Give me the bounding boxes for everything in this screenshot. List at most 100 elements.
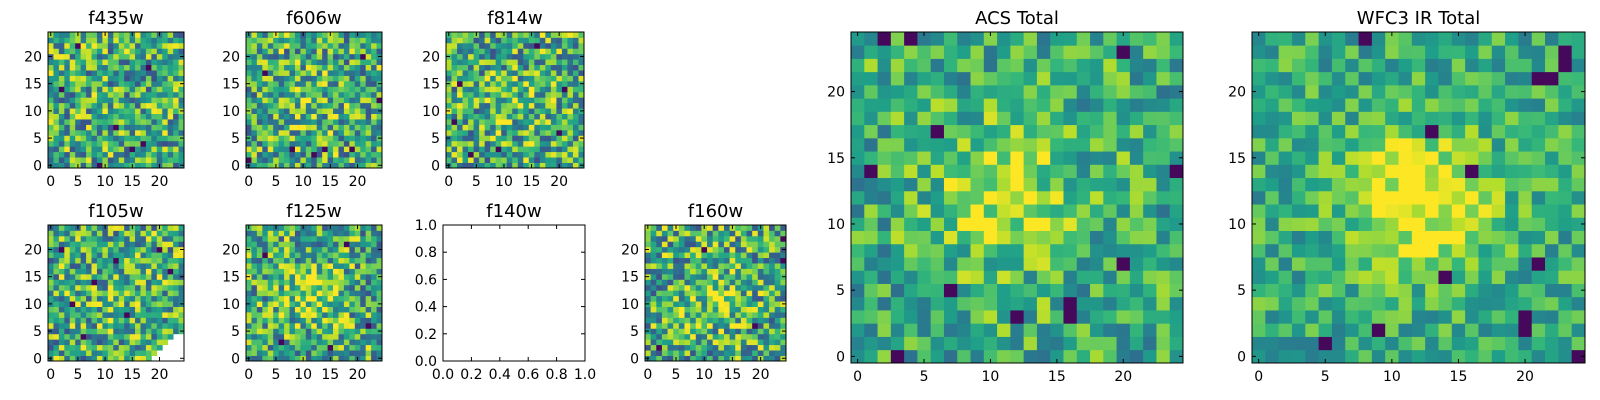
- heatmap-cell: [135, 124, 141, 131]
- heatmap-cell: [311, 140, 318, 147]
- heatmap-cell: [360, 273, 367, 280]
- heatmap-cell: [572, 64, 579, 71]
- heatmap-cell: [96, 257, 103, 264]
- heatmap-cell: [343, 273, 350, 280]
- heatmap-cell: [349, 301, 356, 307]
- heatmap-cell: [48, 97, 54, 104]
- heatmap-cell: [75, 91, 82, 98]
- heatmap-cell: [278, 64, 285, 71]
- heatmap-cell: [371, 32, 377, 38]
- heatmap-cell: [251, 295, 258, 302]
- heatmap-cell: [91, 284, 98, 291]
- heatmap-cell: [1116, 283, 1131, 298]
- heatmap-cell: [311, 48, 318, 55]
- heatmap-cell: [718, 344, 725, 351]
- heatmap-cell: [64, 70, 71, 76]
- heatmap-cell: [1103, 84, 1117, 99]
- heatmap-cell: [1143, 58, 1157, 73]
- heatmap-cell: [523, 146, 530, 153]
- heatmap-cell: [102, 246, 109, 253]
- heatmap-cell: [284, 273, 290, 280]
- heatmap-cell: [178, 129, 185, 136]
- heatmap-cell: [1010, 177, 1025, 192]
- heatmap-cell: [1278, 217, 1293, 231]
- heatmap-cell: [774, 317, 781, 324]
- heatmap-cell: [113, 135, 120, 142]
- heatmap-cell: [256, 295, 263, 302]
- heatmap-cell: [338, 124, 345, 131]
- heatmap-cell: [1090, 217, 1104, 231]
- heatmap-cell: [528, 124, 535, 131]
- heatmap-cell: [349, 140, 356, 147]
- heatmap-cell: [294, 284, 301, 291]
- heatmap-cell: [561, 37, 568, 44]
- heatmap-cell: [251, 284, 258, 291]
- heatmap-cell: [333, 151, 339, 158]
- heatmap-cell: [173, 268, 179, 275]
- heatmap-cell: [1531, 257, 1546, 271]
- heatmap-cell: [262, 64, 269, 71]
- heatmap-cell: [1305, 323, 1319, 337]
- heatmap-cell: [58, 70, 65, 76]
- heatmap-cell: [251, 273, 258, 280]
- heatmap-cell: [251, 75, 258, 82]
- heatmap-cell: [545, 80, 552, 87]
- heatmap-cell: [333, 53, 339, 60]
- heatmap-cell: [468, 151, 474, 158]
- heatmap-cell: [1318, 243, 1333, 258]
- heatmap-cell: [102, 119, 109, 125]
- heatmap-cell: [735, 252, 742, 259]
- heatmap-cell: [124, 241, 130, 248]
- heatmap-cell: [151, 70, 158, 76]
- heatmap-cell: [707, 284, 714, 291]
- heatmap-cell: [305, 257, 312, 264]
- heatmap-cell: [1076, 71, 1091, 86]
- heatmap-cell: [96, 279, 103, 286]
- heatmap-cell: [561, 108, 568, 114]
- heatmap-cell: [1169, 151, 1184, 165]
- heatmap-cell: [267, 328, 274, 335]
- heatmap-cell: [769, 246, 776, 253]
- heatmap-cell: [661, 284, 668, 291]
- heatmap-cell: [48, 91, 54, 98]
- heatmap-cell: [462, 91, 469, 98]
- heatmap-cell: [86, 284, 92, 291]
- heatmap-cell: [246, 344, 252, 351]
- heatmap-cell: [80, 344, 87, 351]
- heatmap-cell: [1050, 270, 1064, 284]
- heatmap-cell: [1278, 296, 1293, 311]
- heatmap-cell: [1116, 32, 1131, 46]
- heatmap-cell: [1331, 336, 1346, 351]
- heatmap-cell: [338, 312, 345, 318]
- heatmap-cell: [294, 355, 301, 362]
- axes-frame: [442, 224, 586, 362]
- heatmap-cell: [305, 162, 312, 169]
- heatmap-cell: [446, 113, 452, 120]
- heatmap-cell: [376, 102, 383, 109]
- heatmap-cell: [343, 279, 350, 286]
- heatmap-cell: [278, 70, 285, 76]
- heatmap-cell: [1438, 349, 1453, 364]
- heatmap-cell: [107, 135, 114, 142]
- heatmap-cell: [746, 306, 753, 313]
- heatmap-cell: [140, 129, 147, 136]
- heatmap-cell: [1265, 230, 1280, 245]
- heatmap-cell: [701, 339, 708, 346]
- heatmap-cell: [970, 296, 985, 311]
- heatmap-cell: [278, 124, 285, 131]
- heatmap-cell: [473, 59, 480, 66]
- heatmap-cell: [1518, 270, 1533, 284]
- heatmap-cell: [457, 97, 463, 104]
- heatmap-cell: [273, 344, 280, 351]
- heatmap-cell: [763, 257, 770, 264]
- heatmap-cell: [262, 268, 269, 275]
- heatmap-cell: [75, 252, 82, 259]
- heatmap-cell: [556, 80, 563, 87]
- heatmap-cell: [251, 246, 258, 253]
- heatmap-cell: [877, 45, 892, 59]
- heatmap-cell: [262, 339, 269, 346]
- heatmap-cell: [251, 113, 258, 120]
- heatmap-cell: [86, 70, 92, 76]
- heatmap-cell: [723, 344, 730, 351]
- heatmap-cell: [1358, 349, 1373, 364]
